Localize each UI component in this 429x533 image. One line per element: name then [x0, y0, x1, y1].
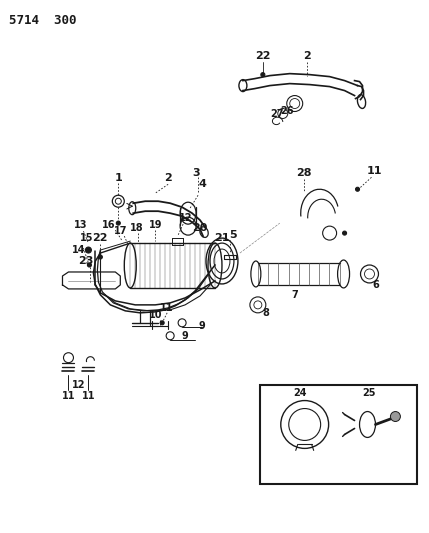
- Text: 11: 11: [160, 303, 174, 313]
- Text: 16: 16: [102, 220, 115, 230]
- Text: 3: 3: [192, 168, 200, 179]
- Circle shape: [390, 411, 400, 422]
- Text: 18: 18: [130, 223, 143, 233]
- Text: 9: 9: [199, 321, 205, 331]
- Text: 2: 2: [164, 173, 172, 183]
- Text: 4: 4: [198, 179, 206, 189]
- Text: 21: 21: [214, 233, 230, 243]
- Text: 11: 11: [82, 391, 95, 401]
- Text: 22: 22: [93, 233, 108, 243]
- Text: 6: 6: [372, 280, 379, 290]
- Text: 5: 5: [229, 230, 237, 240]
- Circle shape: [88, 263, 91, 267]
- Circle shape: [356, 187, 360, 191]
- Text: 24: 24: [293, 387, 306, 398]
- Text: 9: 9: [182, 331, 188, 341]
- Circle shape: [343, 231, 347, 235]
- Text: 11: 11: [367, 166, 382, 176]
- Text: 23: 23: [78, 256, 93, 266]
- Text: 8: 8: [263, 308, 269, 318]
- Text: 28: 28: [296, 168, 311, 179]
- Text: 7: 7: [291, 290, 298, 300]
- Text: 25: 25: [363, 387, 376, 398]
- Text: 26: 26: [280, 106, 293, 116]
- Bar: [260, 385, 417, 484]
- Text: 2: 2: [303, 51, 311, 61]
- Text: 15: 15: [80, 233, 93, 243]
- Text: 1: 1: [115, 173, 122, 183]
- Circle shape: [85, 247, 91, 253]
- Text: 14: 14: [72, 245, 85, 255]
- Text: 11: 11: [62, 391, 75, 401]
- Text: 27: 27: [270, 109, 284, 119]
- Circle shape: [116, 221, 120, 225]
- Text: 22: 22: [255, 51, 271, 61]
- Text: 12: 12: [179, 213, 193, 223]
- Text: 5714  300: 5714 300: [9, 14, 76, 27]
- Text: 20: 20: [192, 223, 208, 233]
- Text: 12: 12: [72, 379, 85, 390]
- Text: 19: 19: [148, 220, 162, 230]
- Circle shape: [98, 255, 103, 259]
- Text: 10: 10: [148, 310, 162, 320]
- Circle shape: [261, 72, 265, 77]
- Circle shape: [160, 321, 164, 325]
- Text: 13: 13: [74, 220, 87, 230]
- Text: 17: 17: [114, 226, 127, 236]
